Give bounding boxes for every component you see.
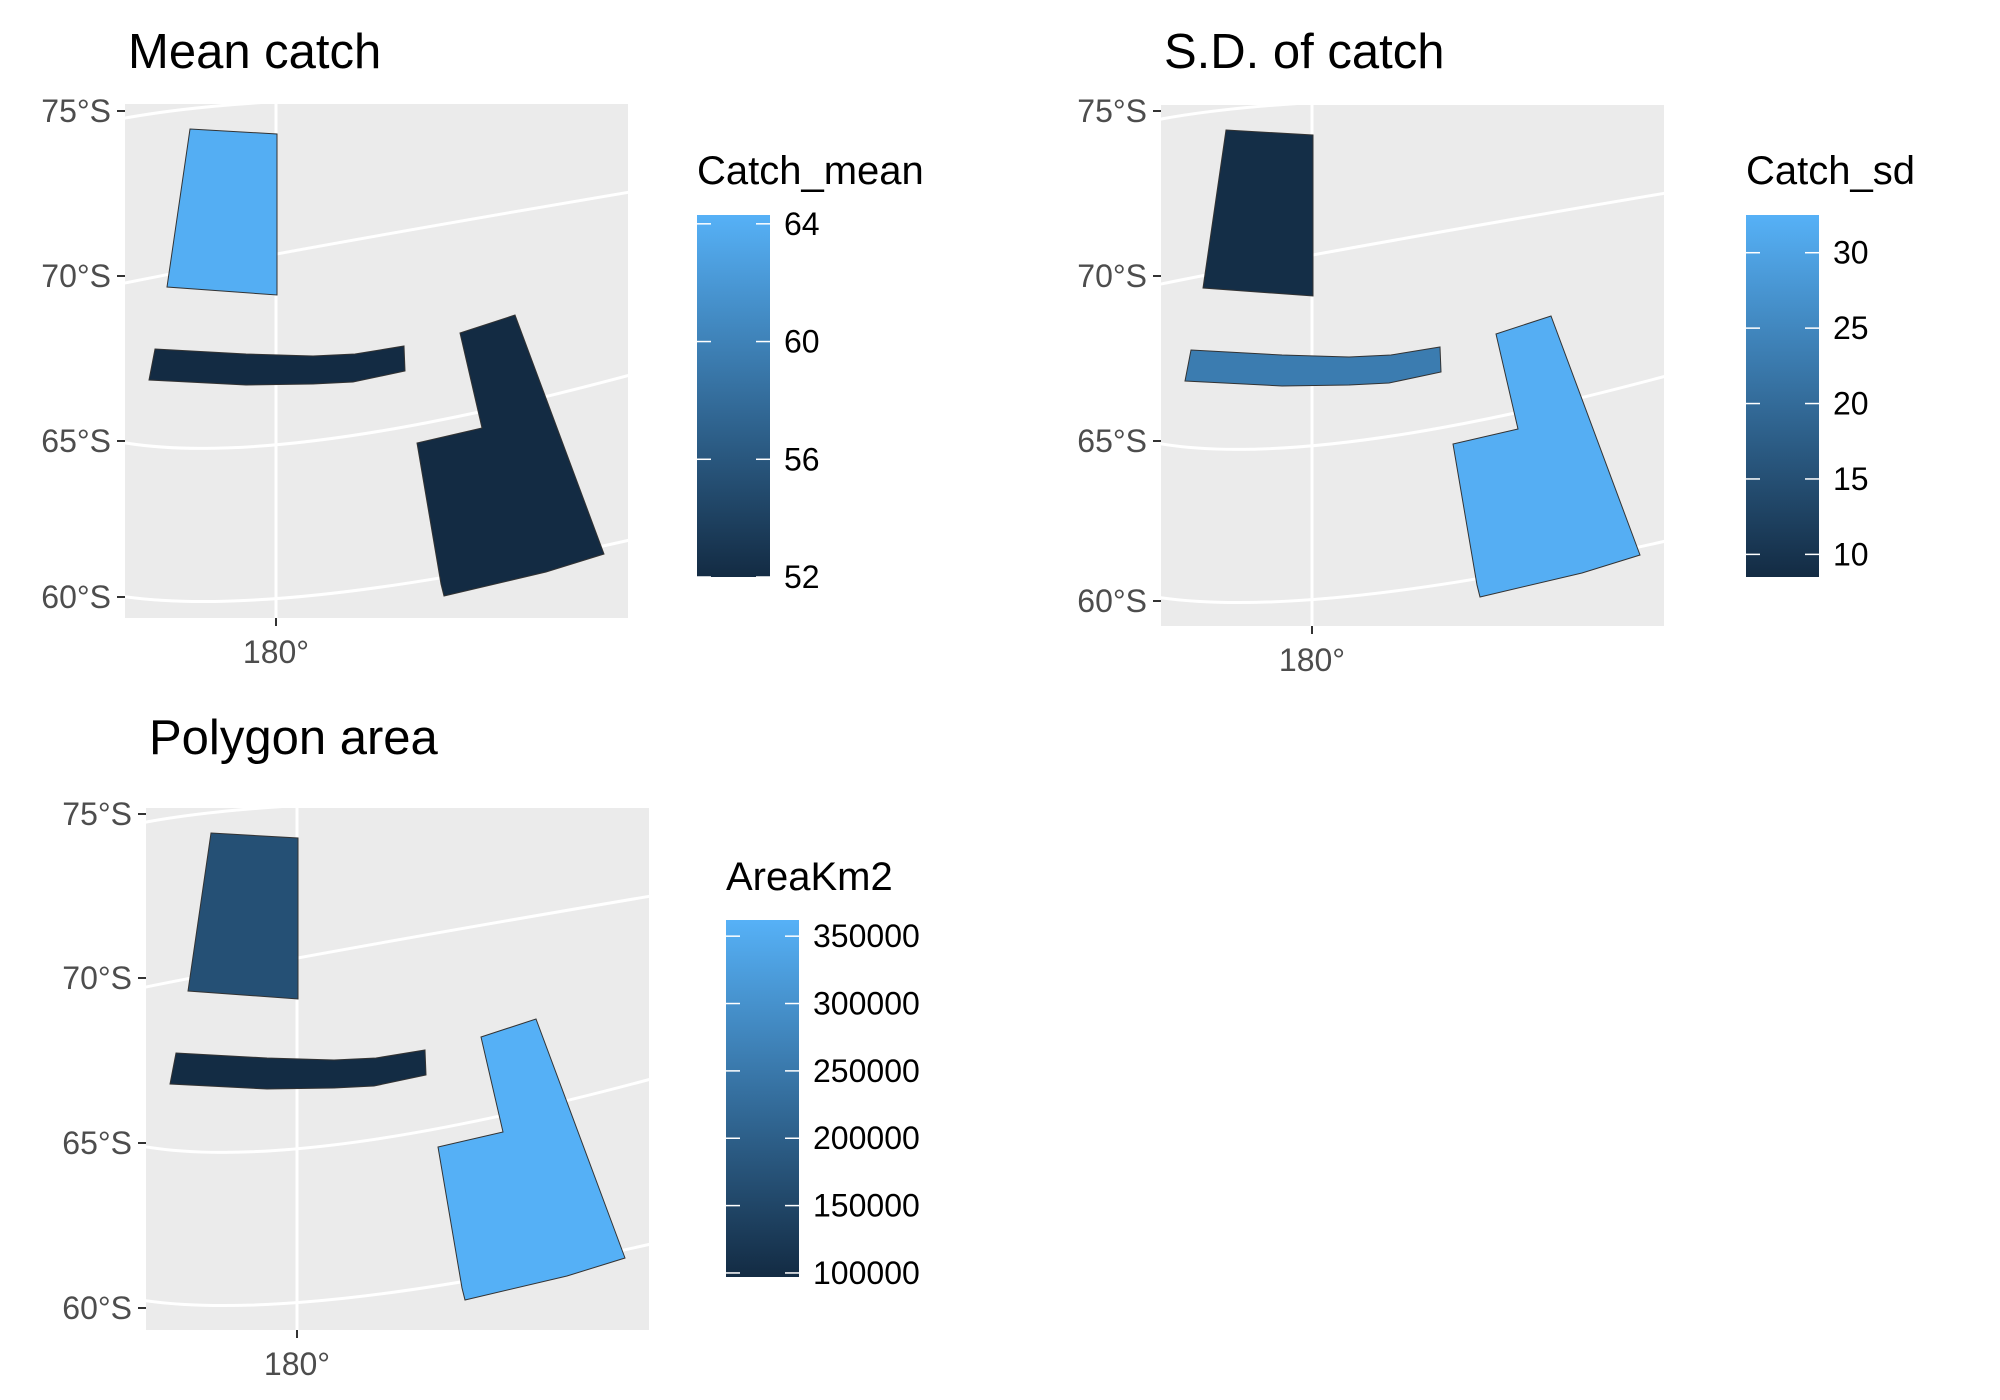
region-polygon (166, 128, 278, 296)
latitude-graticule (146, 808, 284, 824)
legend-colorbar (726, 920, 799, 1277)
lon-tick-label: 180° (1279, 642, 1345, 678)
region-polygon (1452, 315, 1641, 598)
legend-tick-label: 300000 (813, 986, 920, 1022)
region-polygon (169, 1049, 427, 1090)
lon-tick-label: 180° (243, 634, 309, 670)
lat-tick-label: 65°S (62, 1125, 132, 1161)
panel-title: Polygon area (149, 711, 439, 765)
latitude-graticule (1161, 191, 1664, 286)
region-polygon (1184, 346, 1442, 387)
legend-tick-label: 60 (784, 324, 820, 360)
lat-tick-label: 75°S (1077, 93, 1147, 129)
region-polygon (187, 832, 299, 1000)
region-polygon (1202, 129, 1314, 297)
legend-tick-label: 20 (1833, 386, 1869, 422)
legend-tick-label: 64 (784, 206, 820, 242)
lat-tick-label: 70°S (62, 960, 132, 996)
legend-tick-label: 250000 (813, 1053, 920, 1089)
legend-tick-label: 350000 (813, 918, 920, 954)
legend-tick-label: 15 (1833, 461, 1869, 497)
region-polygon (416, 314, 605, 597)
lon-tick-label: 180° (264, 1346, 330, 1382)
lat-tick-label: 65°S (41, 423, 111, 459)
map-panel: Mean catch 75°S 70°S 65°S 60°S 180° Catch_mean… (41, 25, 924, 670)
legend-tick-label: 10 (1833, 536, 1869, 572)
latitude-graticule (125, 190, 628, 285)
lat-tick-label: 60°S (1077, 583, 1147, 619)
map-panel: S.D. of catch 75°S 70°S 65°S 60°S 180° Catch_s… (1077, 25, 1915, 678)
legend-colorbar (1746, 215, 1819, 577)
legend-tick-label: 200000 (813, 1120, 920, 1156)
legend-tick-label: 25 (1833, 310, 1869, 346)
legend-title: Catch_sd (1746, 149, 1915, 193)
legend-tick-label: 100000 (813, 1255, 920, 1291)
legend-title: Catch_mean (697, 149, 924, 193)
lat-tick-label: 70°S (41, 258, 111, 294)
lat-tick-label: 75°S (62, 796, 132, 832)
legend-tick-label: 52 (784, 559, 820, 595)
legend-tick-label: 56 (784, 441, 820, 477)
map-panel: Polygon area 75°S 70°S 65°S 60°S 180° AreaKm2 3… (62, 711, 920, 1382)
latitude-graticule (146, 894, 649, 989)
region-polygon (148, 345, 406, 386)
legend-colorbar (697, 215, 770, 577)
panel-title: Mean catch (128, 25, 381, 79)
panel-title: S.D. of catch (1164, 25, 1445, 79)
region-polygon (437, 1018, 626, 1301)
lat-tick-label: 60°S (62, 1290, 132, 1326)
lat-tick-label: 70°S (1077, 258, 1147, 294)
latitude-graticule (1161, 105, 1299, 121)
latitude-graticule (125, 104, 263, 120)
legend-tick-label: 30 (1833, 235, 1869, 271)
legend-title: AreaKm2 (726, 855, 893, 899)
lat-tick-label: 65°S (1077, 423, 1147, 459)
lat-tick-label: 75°S (41, 93, 111, 129)
lat-tick-label: 60°S (41, 579, 111, 615)
legend-tick-label: 150000 (813, 1188, 920, 1224)
